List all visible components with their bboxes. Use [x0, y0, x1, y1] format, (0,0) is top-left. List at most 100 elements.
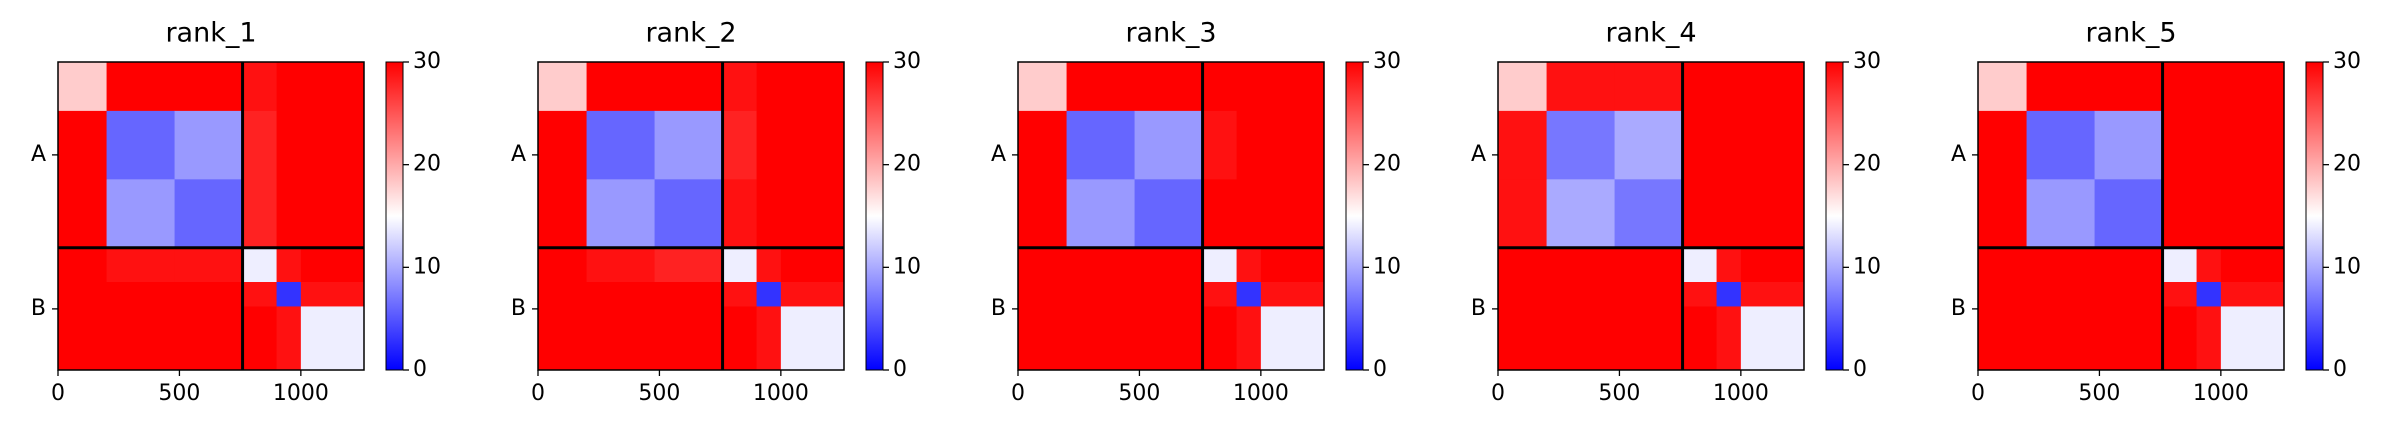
heatmap-cell [2196, 62, 2222, 112]
heatmap-cell [1614, 306, 1684, 371]
heatmap-cell [654, 110, 724, 180]
heatmap-cell [174, 62, 244, 112]
heatmap-cell [174, 306, 244, 371]
heatmap-cell [1978, 110, 2028, 180]
heatmap-cell [654, 179, 724, 249]
x-tick-label: 1000 [1713, 381, 1769, 406]
heatmap-cell [2162, 179, 2198, 249]
x-tick-label: 0 [1011, 381, 1025, 406]
heatmap-cell [2162, 247, 2198, 283]
heatmap-cell [1682, 110, 1718, 180]
heatmap-cell [276, 110, 302, 180]
heatmap-cell [1546, 247, 1616, 283]
panel-title: rank_4 [1605, 18, 1696, 49]
heatmap-cell [1978, 179, 2028, 249]
heatmap-cell [756, 179, 782, 249]
heatmap-cell [1236, 179, 1262, 249]
heatmap-cell [780, 306, 845, 371]
heatmap-cell [538, 62, 588, 112]
heatmap-cell [58, 62, 108, 112]
heatmap-cell [756, 282, 782, 307]
heatmap-cell [1066, 282, 1136, 307]
heatmap-cell [1682, 62, 1718, 112]
heatmap-cell [1066, 179, 1136, 249]
heatmap-cell [58, 306, 108, 371]
heatmap-cell [1066, 110, 1136, 180]
heatmap-cell [1018, 62, 1068, 112]
heatmap-cell [1066, 247, 1136, 283]
heatmap-cell [106, 179, 176, 249]
heatmap-cell [780, 62, 845, 112]
colorbar-tick-label: 20 [1853, 152, 1881, 177]
heatmap-cell [1018, 247, 1068, 283]
heatmap-cell [1236, 306, 1262, 371]
panel-title: rank_1 [165, 18, 256, 49]
heatmap-cell [2026, 62, 2096, 112]
colorbar-tick-label: 30 [893, 49, 921, 74]
colorbar-tick-label: 0 [2333, 357, 2347, 382]
heatmap-cell [2162, 282, 2198, 307]
heatmap-cell [1202, 282, 1238, 307]
heatmap-cell [242, 306, 278, 371]
heatmap-cell [106, 247, 176, 283]
x-tick-label: 0 [1491, 381, 1505, 406]
heatmap-cell [1682, 282, 1718, 307]
y-tick-label: B [1951, 296, 1966, 321]
heatmap-cell [1018, 306, 1068, 371]
heatmap-cell [276, 282, 302, 307]
x-tick-label: 500 [158, 381, 200, 406]
heatmap-cell [722, 247, 758, 283]
heatmap-cell [1740, 282, 1805, 307]
heatmap-cell [2026, 282, 2096, 307]
heatmap-cell [1740, 247, 1805, 283]
colorbar [1825, 61, 1844, 371]
heatmap-cell [2196, 282, 2222, 307]
heatmap-cell [300, 247, 365, 283]
heatmap-cell [1614, 247, 1684, 283]
heatmap-cell [300, 282, 365, 307]
heatmap-cell [1134, 179, 1204, 249]
colorbar-tick-label: 20 [2333, 152, 2361, 177]
heatmap-cell [538, 179, 588, 249]
heatmap-cell [1682, 179, 1718, 249]
heatmap-cell [2220, 247, 2285, 283]
heatmap-cell [722, 110, 758, 180]
heatmap-cell [242, 179, 278, 249]
heatmap-cell [654, 306, 724, 371]
colorbar-tick-label: 0 [1373, 357, 1387, 382]
heatmap-cell [1018, 110, 1068, 180]
heatmap-cell [2220, 179, 2285, 249]
heatmap-cell [1260, 247, 1325, 283]
heatmap-cell [538, 247, 588, 283]
heatmap-cell [780, 110, 845, 180]
heatmap-cell [586, 110, 656, 180]
heatmap-cell [1498, 110, 1548, 180]
heatmap-cell [1260, 110, 1325, 180]
colorbar [1345, 61, 1364, 371]
heatmap-cell [2220, 62, 2285, 112]
heatmap-cell [106, 282, 176, 307]
heatmap-cell [2162, 62, 2198, 112]
heatmap-cell [1498, 306, 1548, 371]
heatmap-cell [2026, 110, 2096, 180]
heatmap-cell [2094, 62, 2164, 112]
panel-title: rank_2 [645, 18, 736, 49]
heatmap-cell [1716, 282, 1742, 307]
heatmap-cell [1236, 282, 1262, 307]
heatmap-cell [276, 306, 302, 371]
y-tick-label: B [991, 296, 1006, 321]
heatmap-cell [1740, 306, 1805, 371]
heatmap-cell [242, 247, 278, 283]
heatmap-cell [58, 282, 108, 307]
heatmap-cell [1134, 282, 1204, 307]
heatmap-cell [780, 179, 845, 249]
heatmap-cell [756, 247, 782, 283]
heatmap-cell [1134, 306, 1204, 371]
heatmap-cell [174, 110, 244, 180]
heatmap-cell [2094, 282, 2164, 307]
heatmap-cell [1978, 282, 2028, 307]
colorbar-tick-label: 30 [1853, 49, 1881, 74]
y-tick-label: B [31, 296, 46, 321]
heatmap-cell [1978, 247, 2028, 283]
colorbar-tick-label: 30 [2333, 49, 2361, 74]
